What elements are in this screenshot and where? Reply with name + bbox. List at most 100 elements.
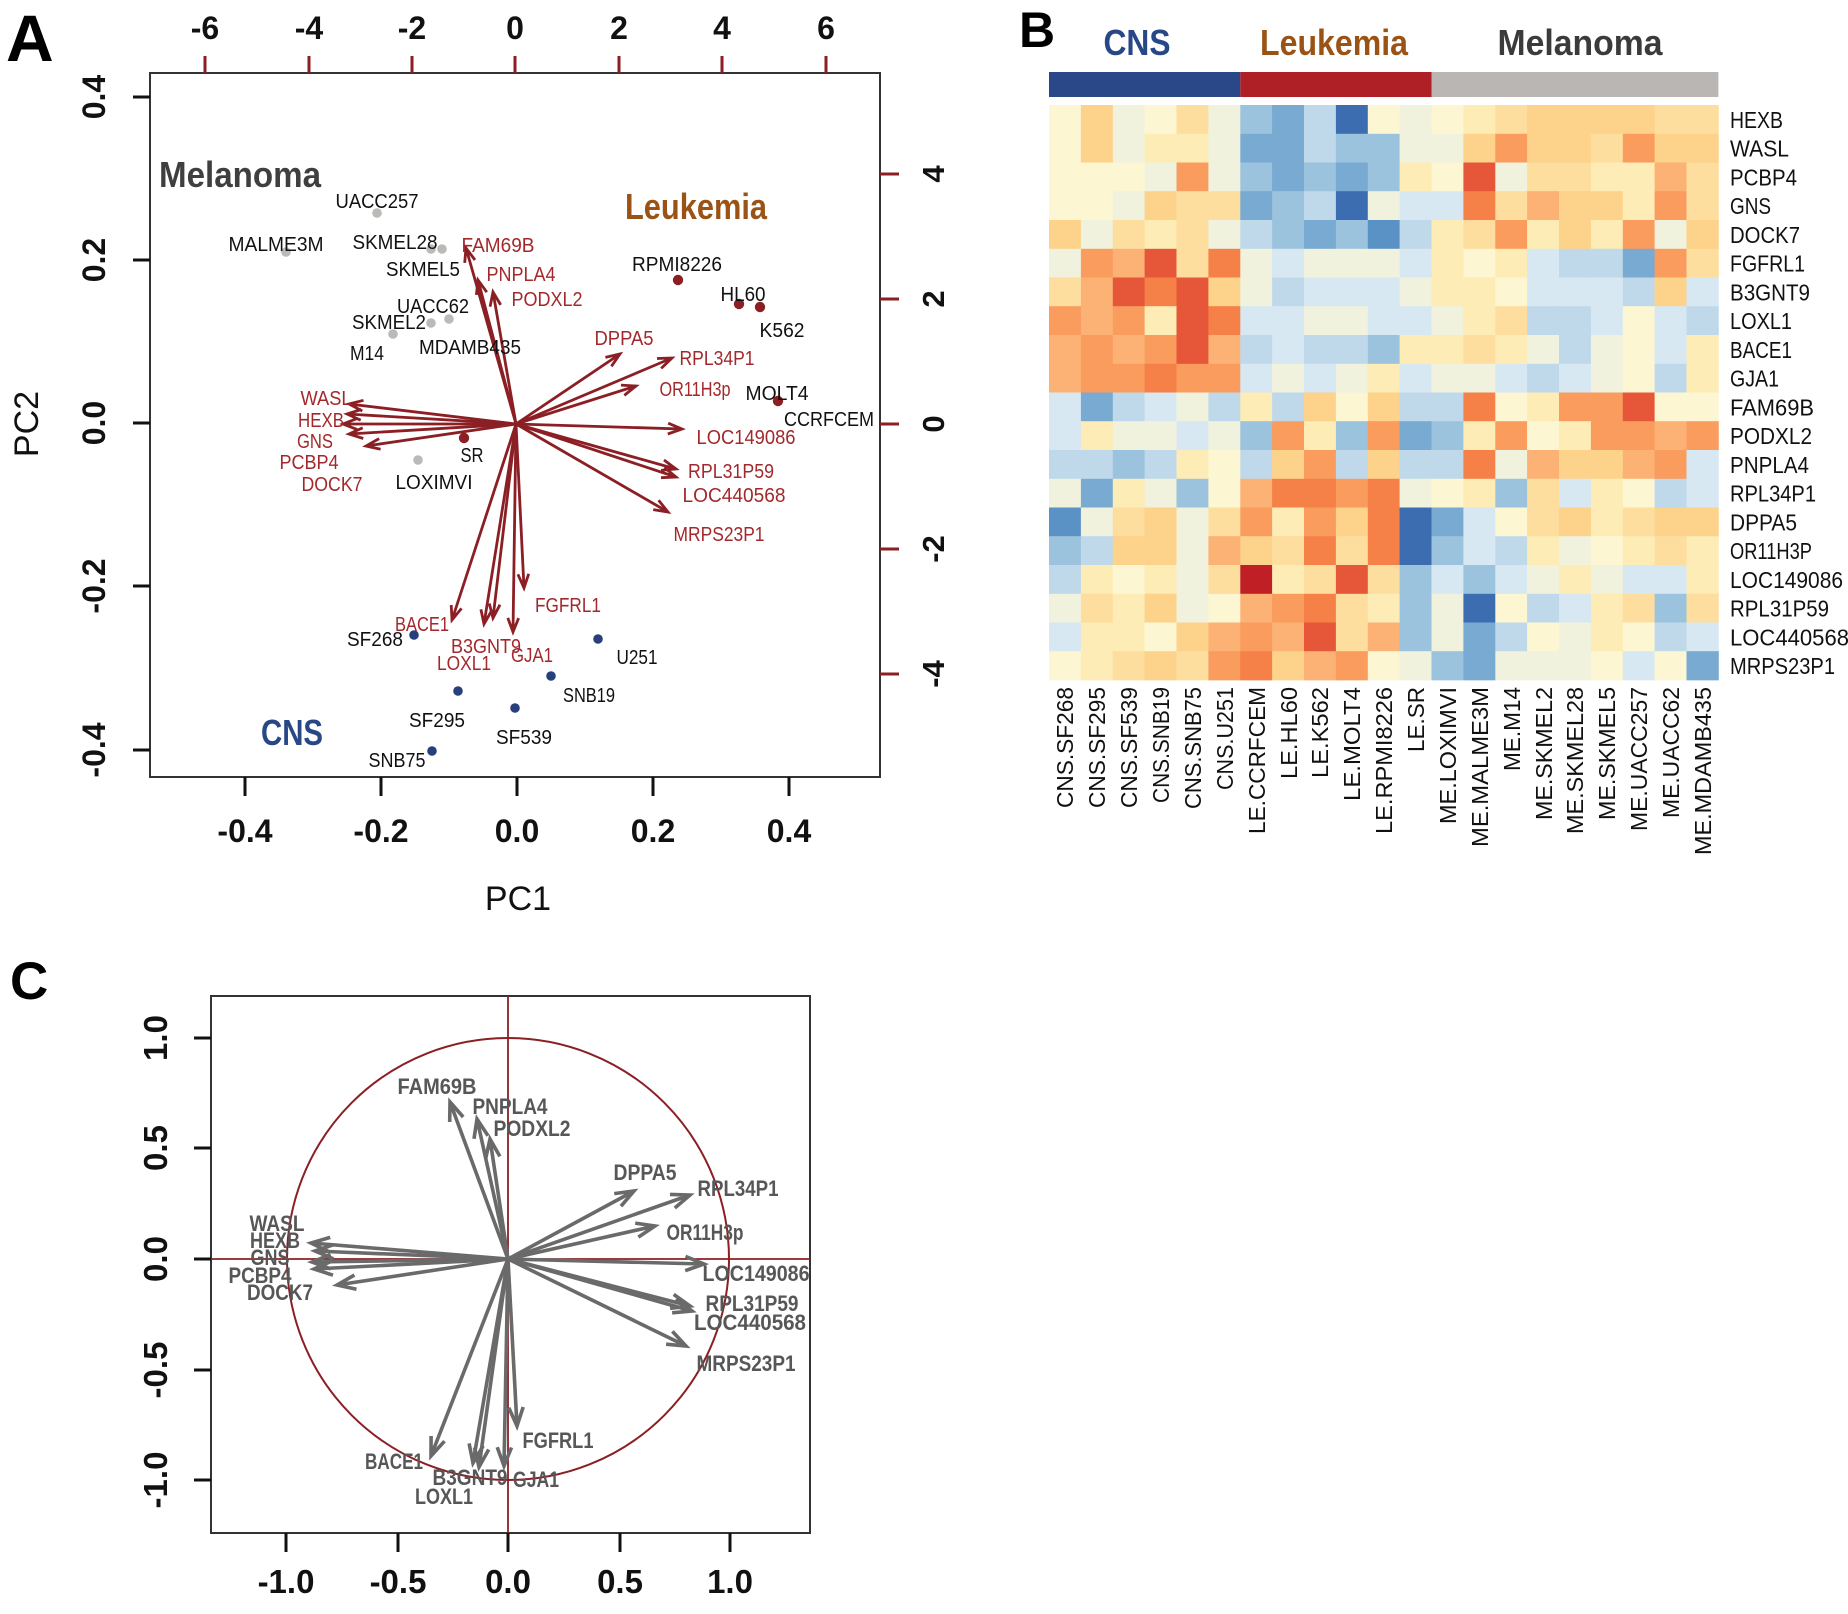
svg-text:-0.2: -0.2 bbox=[76, 558, 112, 613]
svg-text:PODXL2: PODXL2 bbox=[512, 289, 583, 311]
svg-text:-4: -4 bbox=[916, 659, 951, 687]
svg-text:0: 0 bbox=[916, 415, 951, 432]
svg-text:B3GNT9: B3GNT9 bbox=[1730, 279, 1810, 305]
svg-text:4: 4 bbox=[713, 10, 731, 46]
svg-text:Leukemia: Leukemia bbox=[1260, 22, 1409, 63]
svg-text:LE.RPMI8226: LE.RPMI8226 bbox=[1371, 687, 1397, 834]
svg-text:MDAMB435: MDAMB435 bbox=[419, 337, 521, 359]
svg-text:-1.0: -1.0 bbox=[137, 1452, 174, 1509]
svg-text:PNPLA4: PNPLA4 bbox=[473, 1094, 549, 1119]
svg-text:MOLT4: MOLT4 bbox=[746, 383, 809, 405]
svg-text:-4: -4 bbox=[295, 10, 324, 46]
svg-text:M14: M14 bbox=[350, 343, 384, 365]
svg-text:0.2: 0.2 bbox=[76, 238, 112, 282]
svg-text:0.4: 0.4 bbox=[767, 813, 812, 849]
svg-text:LE.CCRFCEM: LE.CCRFCEM bbox=[1244, 687, 1270, 834]
svg-text:BACE1: BACE1 bbox=[1730, 337, 1792, 363]
svg-text:LE.K562: LE.K562 bbox=[1307, 687, 1333, 778]
svg-text:FAM69B: FAM69B bbox=[398, 1074, 477, 1099]
svg-text:DOCK7: DOCK7 bbox=[1730, 222, 1800, 248]
svg-text:MALME3M: MALME3M bbox=[229, 234, 324, 256]
svg-text:-0.5: -0.5 bbox=[137, 1342, 174, 1399]
svg-text:CNS.SNB19: CNS.SNB19 bbox=[1148, 687, 1174, 803]
svg-text:ME.SKMEL5: ME.SKMEL5 bbox=[1594, 687, 1620, 820]
svg-text:K562: K562 bbox=[760, 320, 805, 342]
svg-text:4: 4 bbox=[916, 165, 951, 183]
svg-text:FAM69B: FAM69B bbox=[462, 235, 535, 257]
svg-text:DPPA5: DPPA5 bbox=[595, 328, 654, 350]
svg-text:PODXL2: PODXL2 bbox=[494, 1116, 571, 1141]
svg-text:HEXB: HEXB bbox=[298, 410, 344, 432]
svg-text:SKMEL28: SKMEL28 bbox=[353, 232, 438, 254]
svg-text:FGFRL1: FGFRL1 bbox=[1730, 251, 1805, 277]
svg-text:ME.M14: ME.M14 bbox=[1499, 687, 1525, 771]
svg-text:0.5: 0.5 bbox=[137, 1125, 174, 1171]
svg-text:PCBP4: PCBP4 bbox=[229, 1263, 293, 1288]
svg-text:WASL: WASL bbox=[1730, 136, 1789, 162]
svg-text:RPL31P59: RPL31P59 bbox=[706, 1291, 799, 1316]
svg-text:0.0: 0.0 bbox=[495, 813, 539, 849]
svg-text:GNS: GNS bbox=[297, 431, 333, 453]
svg-text:CCRFCEM: CCRFCEM bbox=[784, 409, 874, 431]
svg-text:ME.MDAMB435: ME.MDAMB435 bbox=[1690, 687, 1716, 855]
svg-text:C: C bbox=[10, 952, 48, 1011]
svg-text:RPMI8226: RPMI8226 bbox=[632, 254, 722, 276]
svg-text:Leukemia: Leukemia bbox=[625, 186, 768, 227]
svg-text:LOC440568: LOC440568 bbox=[683, 485, 786, 507]
svg-text:Melanoma: Melanoma bbox=[159, 154, 322, 195]
svg-text:FGFRL1: FGFRL1 bbox=[535, 595, 601, 617]
svg-text:0.5: 0.5 bbox=[597, 1563, 643, 1600]
svg-text:1.0: 1.0 bbox=[707, 1563, 753, 1600]
svg-text:-0.4: -0.4 bbox=[76, 722, 112, 777]
svg-text:0: 0 bbox=[506, 10, 524, 46]
svg-text:LE.SR: LE.SR bbox=[1403, 687, 1429, 752]
svg-text:-6: -6 bbox=[191, 10, 219, 46]
svg-text:0.2: 0.2 bbox=[631, 813, 675, 849]
svg-text:HEXB: HEXB bbox=[1730, 107, 1783, 133]
svg-text:RPL34P1: RPL34P1 bbox=[698, 1176, 779, 1201]
svg-text:OR11H3p: OR11H3p bbox=[660, 379, 731, 401]
svg-text:MRPS23P1: MRPS23P1 bbox=[1730, 653, 1835, 679]
svg-text:PCBP4: PCBP4 bbox=[280, 452, 339, 474]
svg-text:ME.UACC62: ME.UACC62 bbox=[1658, 687, 1684, 818]
svg-text:GJA1: GJA1 bbox=[513, 1467, 559, 1492]
svg-text:OR11H3P: OR11H3P bbox=[1730, 538, 1812, 564]
svg-text:LOC149086: LOC149086 bbox=[1730, 567, 1843, 593]
svg-text:2: 2 bbox=[916, 290, 951, 307]
svg-text:SKMEL2: SKMEL2 bbox=[352, 312, 426, 334]
svg-text:UACC257: UACC257 bbox=[336, 191, 419, 213]
svg-text:ME.SKMEL28: ME.SKMEL28 bbox=[1562, 687, 1588, 834]
svg-text:-1.0: -1.0 bbox=[258, 1563, 315, 1600]
svg-text:-0.2: -0.2 bbox=[353, 813, 408, 849]
svg-text:FGFRL1: FGFRL1 bbox=[523, 1428, 594, 1453]
svg-text:DOCK7: DOCK7 bbox=[302, 474, 363, 496]
svg-text:B: B bbox=[1019, 2, 1055, 58]
svg-text:RPL31P59: RPL31P59 bbox=[1730, 596, 1829, 622]
svg-text:-0.4: -0.4 bbox=[217, 813, 272, 849]
svg-text:SF268: SF268 bbox=[347, 629, 403, 651]
svg-text:LOXL1: LOXL1 bbox=[415, 1484, 473, 1509]
svg-text:CNS.SF295: CNS.SF295 bbox=[1084, 687, 1110, 808]
svg-text:1.0: 1.0 bbox=[137, 1015, 174, 1061]
svg-text:ME.UACC257: ME.UACC257 bbox=[1626, 687, 1652, 831]
svg-text:-2: -2 bbox=[398, 10, 426, 46]
svg-text:PC1: PC1 bbox=[485, 880, 551, 918]
svg-text:LOC440568: LOC440568 bbox=[1730, 624, 1848, 650]
svg-text:LOC440568: LOC440568 bbox=[694, 1310, 806, 1335]
svg-text:-2: -2 bbox=[916, 535, 951, 563]
svg-text:SF295: SF295 bbox=[409, 710, 465, 732]
svg-text:OR11H3p: OR11H3p bbox=[667, 1220, 744, 1245]
svg-text:BACE1: BACE1 bbox=[395, 614, 449, 636]
svg-text:B3GNT9: B3GNT9 bbox=[433, 1465, 508, 1490]
svg-text:SKMEL5: SKMEL5 bbox=[386, 259, 460, 281]
svg-text:UACC62: UACC62 bbox=[397, 296, 469, 318]
svg-text:2: 2 bbox=[610, 10, 628, 46]
svg-text:CNS: CNS bbox=[1104, 22, 1171, 63]
svg-text:0.4: 0.4 bbox=[76, 75, 112, 120]
svg-text:SF539: SF539 bbox=[496, 727, 552, 749]
svg-text:WASL: WASL bbox=[301, 388, 352, 410]
svg-text:-0.5: -0.5 bbox=[370, 1563, 427, 1600]
svg-text:WASL: WASL bbox=[250, 1211, 305, 1236]
svg-text:HEXB: HEXB bbox=[250, 1228, 300, 1253]
svg-text:GNS: GNS bbox=[251, 1245, 290, 1270]
